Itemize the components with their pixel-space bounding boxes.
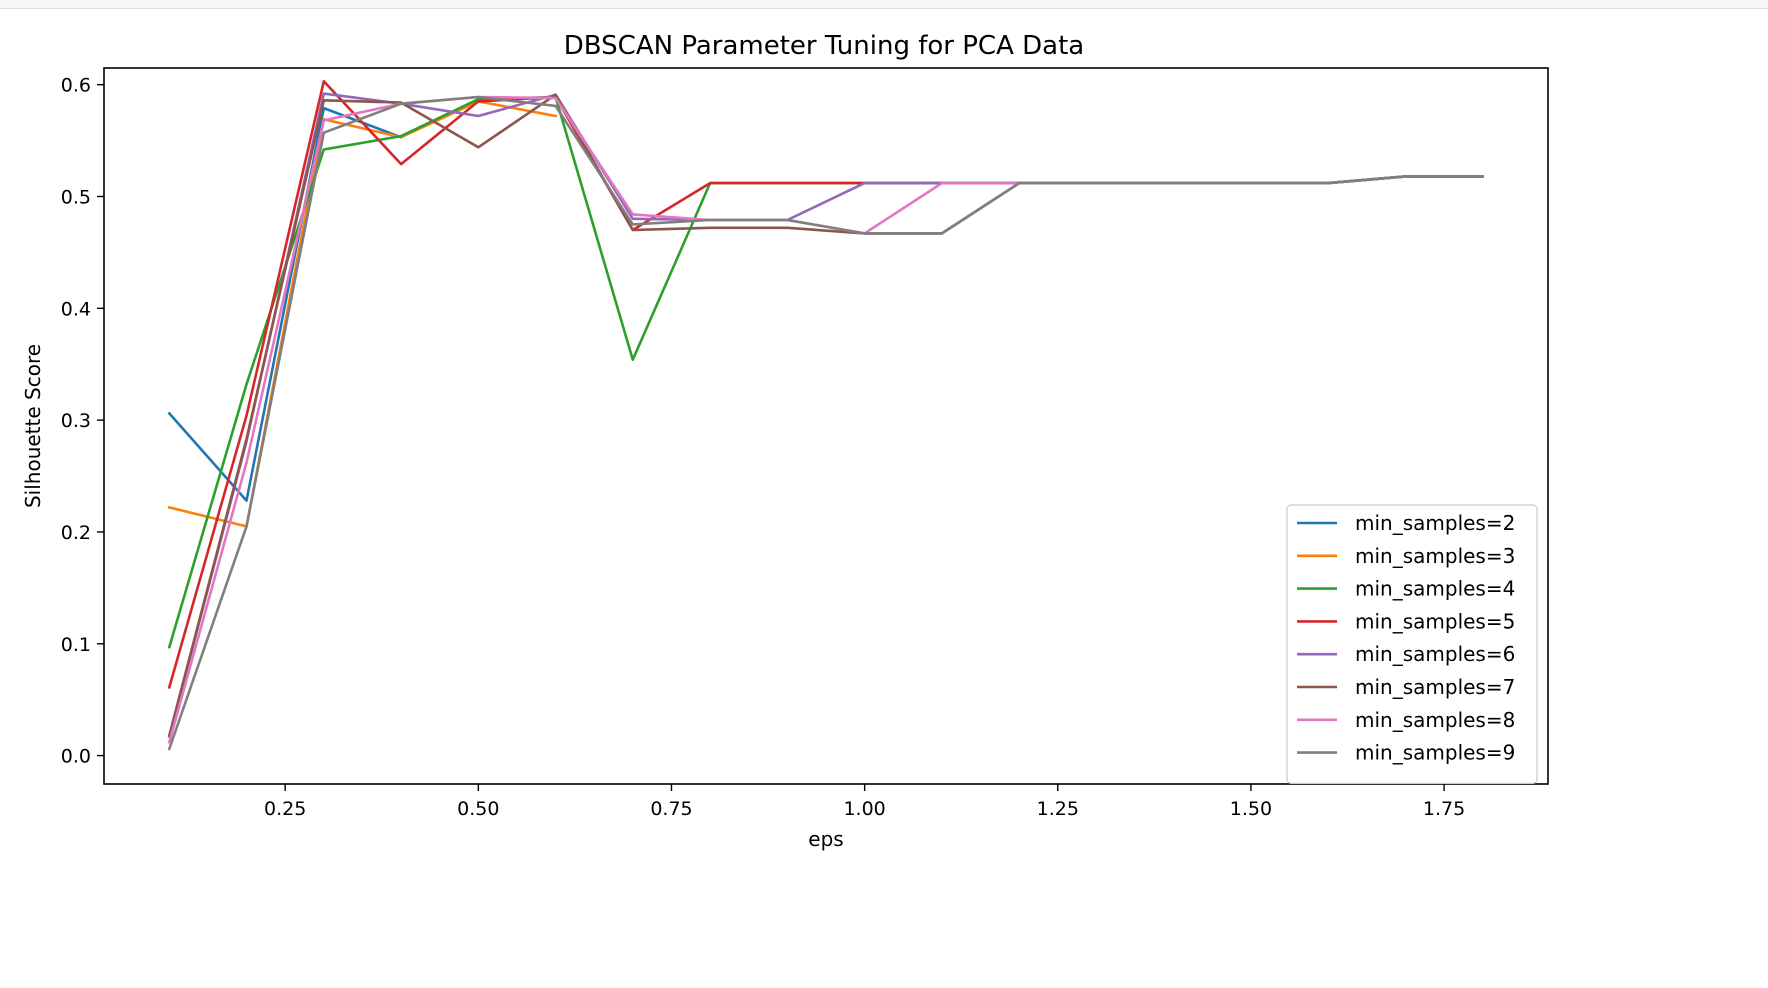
y-tick-label: 0.1 <box>61 634 91 656</box>
legend-label: min_samples=3 <box>1355 544 1515 568</box>
x-tick-label: 1.00 <box>843 798 885 820</box>
series-line-min-samples-8 <box>167 95 1484 744</box>
legend-label: min_samples=9 <box>1355 741 1515 765</box>
legend-box <box>1286 504 1538 784</box>
window-top-strip <box>0 0 1768 9</box>
y-tick-label: 0.6 <box>61 75 91 97</box>
y-axis-label: Silhouette Score <box>21 344 45 508</box>
series-line-min-samples-4 <box>167 95 1484 649</box>
y-tick-label: 0.4 <box>61 298 91 320</box>
x-tick-label: 0.75 <box>650 798 692 820</box>
x-tick-label: 0.50 <box>457 798 499 820</box>
x-tick-label: 1.75 <box>1423 798 1465 820</box>
legend-label: min_samples=5 <box>1355 609 1515 633</box>
legend-label: min_samples=8 <box>1355 708 1515 732</box>
series-line-min-samples-6 <box>167 92 1484 739</box>
x-tick-label: 1.50 <box>1230 798 1272 820</box>
y-tick-label: 0.5 <box>61 186 91 208</box>
series-line-min-samples-2 <box>167 106 403 502</box>
plot-area-frame <box>103 67 1549 785</box>
series-line-min-samples-3 <box>167 100 558 528</box>
x-tick-label: 1.25 <box>1037 798 1079 820</box>
chart-title: DBSCAN Parameter Tuning for PCA Data <box>564 31 1084 61</box>
x-axis-label: eps <box>808 827 843 851</box>
series-line-min-samples-7 <box>167 93 1484 738</box>
series-lines-layer <box>167 80 1484 751</box>
legend-label: min_samples=4 <box>1355 577 1515 601</box>
legend-label: min_samples=2 <box>1355 511 1515 535</box>
series-line-min-samples-9 <box>167 95 1484 751</box>
x-axis: 0.25 0.50 0.75 1.00 1.25 1.50 1.75 <box>264 784 1465 820</box>
y-tick-label: 0.0 <box>61 746 91 768</box>
y-tick-label: 0.3 <box>61 410 91 432</box>
y-axis: 0.0 0.1 0.2 0.3 0.4 0.5 0.6 <box>61 75 104 768</box>
legend-label: min_samples=7 <box>1355 675 1515 699</box>
legend-label: min_samples=6 <box>1355 642 1515 666</box>
series-line-min-samples-5 <box>167 80 1484 690</box>
x-tick-label: 0.25 <box>264 798 306 820</box>
legend: min_samples=2 min_samples=3 min_samples=4m… <box>1286 504 1538 784</box>
y-tick-label: 0.2 <box>61 522 91 544</box>
